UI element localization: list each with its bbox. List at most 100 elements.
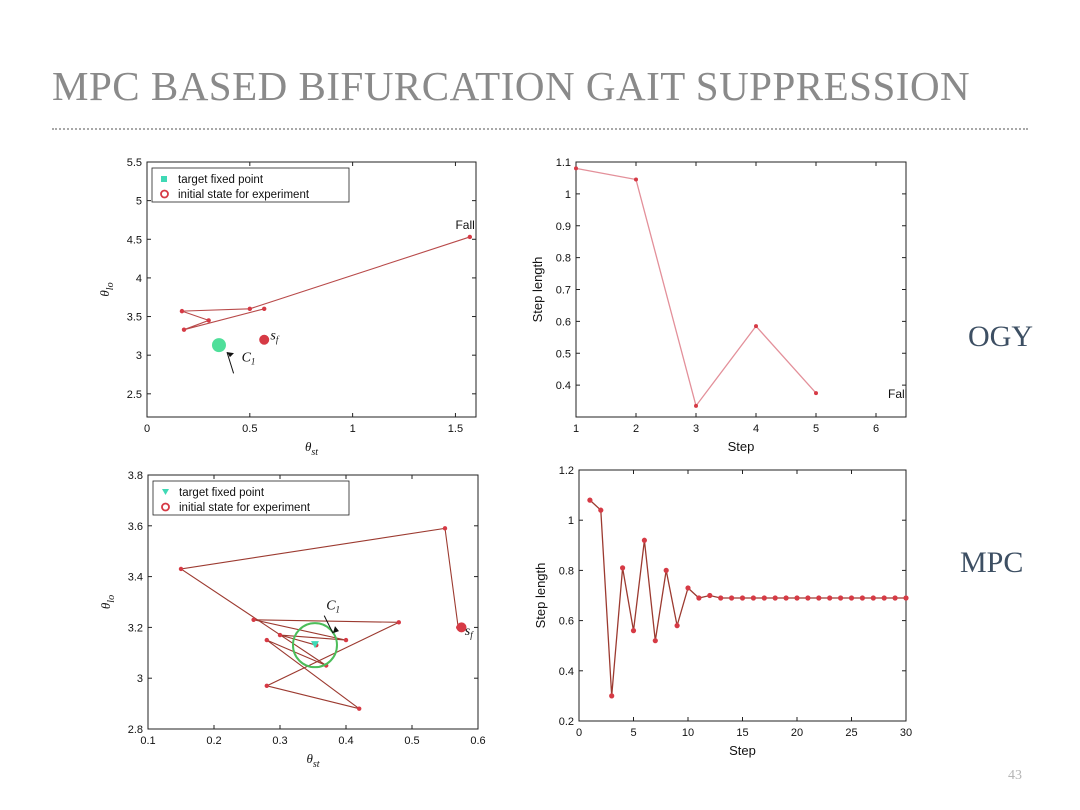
trajectory-point — [467, 234, 473, 240]
ogy-step-chart: 1 2 3 4 5 6 0.4 0.5 0.6 0.7 0.8 0.9 1 1.1 Step Step len… — [530, 157, 907, 454]
plot-frame — [146, 161, 477, 418]
legend-label-initial: initial state for experiment — [179, 502, 311, 514]
legend-target-marker — [161, 176, 167, 182]
c1-annotation: C1 — [326, 599, 340, 615]
trajectory-point — [442, 526, 448, 531]
x-tick-label: 15 — [736, 727, 748, 739]
title-divider — [52, 128, 1028, 130]
data-point — [641, 537, 648, 543]
x-tick-label: 0 — [576, 727, 582, 739]
data-point — [859, 595, 866, 601]
data-point — [870, 595, 876, 601]
target-region — [291, 622, 338, 669]
slide-title: MPC BASED BIFURCATION GAIT SUPPRESSION — [52, 63, 971, 109]
y-tick-label: 3.6 — [128, 521, 143, 533]
c1-arrowhead — [332, 626, 339, 634]
data-point — [630, 628, 637, 634]
mpc-state-chart: 0.1 0.2 0.3 0.4 0.5 0.6 2.8 3 3.2 3.4 3.6 3.8 θst θlo… — [98, 470, 486, 770]
y-tick-label: 0.6 — [559, 616, 574, 628]
x-tick-label: 6 — [873, 423, 879, 435]
x-tick-label: 0.4 — [338, 735, 353, 747]
legend-label-target: target fixed point — [178, 174, 264, 186]
data-point — [707, 592, 713, 599]
data-point — [838, 595, 844, 601]
data-point — [652, 638, 658, 644]
y-tick-label: 1.1 — [556, 157, 571, 169]
y-tick-label: 5.5 — [127, 157, 142, 169]
y-tick-label: 3.4 — [128, 572, 143, 584]
x-tick-label: 25 — [845, 727, 857, 739]
sf-annotation: sf — [270, 329, 279, 345]
y-tick-label: 3.5 — [127, 312, 142, 324]
trajectory-line — [179, 527, 459, 710]
y-tick-label: 4.5 — [127, 234, 142, 246]
trajectory-point — [181, 327, 187, 332]
trajectory-point — [264, 637, 269, 643]
x-tick-label: 0.3 — [272, 735, 287, 747]
y-tick-label: 0.9 — [556, 221, 571, 233]
x-tick-label: 0.2 — [206, 735, 221, 747]
y-tick-label: 0.5 — [556, 348, 571, 360]
page-number: 43 — [1008, 768, 1022, 783]
plot-frame — [575, 161, 907, 418]
data-point — [892, 595, 898, 601]
c1-annotation: C1 — [242, 350, 256, 366]
x-tick-label: 1 — [350, 423, 356, 435]
legend-target-marker — [162, 489, 169, 495]
trajectory-point — [396, 620, 401, 625]
legend-box — [152, 480, 350, 516]
legend-box — [151, 167, 350, 203]
x-tick-label: 3 — [693, 423, 699, 435]
data-point — [574, 166, 578, 171]
initial-state-point — [259, 334, 270, 345]
trajectory-point — [277, 632, 283, 638]
legend: target fixed point initial state for expe… — [151, 167, 350, 203]
x-axis-label: θst — [305, 439, 318, 458]
legend-initial-marker — [160, 189, 169, 199]
x-tick-label: 20 — [791, 727, 803, 739]
data-point — [816, 595, 822, 601]
data-point — [794, 595, 800, 601]
legend-label-initial: initial state for experiment — [178, 189, 310, 201]
data-point — [696, 595, 702, 601]
x-tick-label: 4 — [753, 423, 759, 435]
target-fixed-point — [310, 641, 319, 649]
c1-arrow — [323, 615, 334, 634]
data-point — [694, 403, 698, 408]
x-tick-label: 0.6 — [470, 735, 485, 747]
data-point — [827, 595, 833, 601]
y-tick-label: 1 — [565, 189, 571, 201]
mpc-step-chart: 0 5 10 15 20 25 30 0.2 0.4 0.6 0.8 1 1.2 Step Step len… — [533, 465, 912, 758]
y-axis-label: Step length — [533, 563, 548, 629]
y-tick-label: 3 — [136, 350, 142, 362]
y-tick-label: 0.7 — [556, 285, 571, 297]
trajectory-point — [357, 706, 362, 711]
x-tick-label: 0.1 — [140, 735, 155, 747]
y-axis-label: θlo — [98, 595, 117, 609]
x-tick-label: 0.5 — [242, 423, 257, 435]
trajectory-point — [264, 683, 269, 689]
y-tick-label: 2.8 — [128, 724, 143, 736]
trajectory-point — [343, 637, 349, 643]
trajectory-point — [178, 566, 184, 572]
mpc-label: MPC — [960, 546, 1024, 579]
c1-arrowhead — [226, 352, 234, 358]
y-tick-label: 0.6 — [556, 316, 571, 328]
x-tick-label: 1 — [573, 423, 579, 435]
data-point — [739, 595, 746, 601]
x-axis-label: Step — [728, 439, 755, 454]
data-point — [674, 623, 680, 629]
y-tick-label: 1 — [568, 515, 574, 527]
data-point — [805, 595, 811, 601]
trajectory-point — [179, 308, 185, 314]
data-point — [881, 595, 887, 601]
x-axis-label: Step — [729, 743, 756, 758]
x-tick-label: 10 — [682, 727, 694, 739]
y-tick-label: 0.8 — [559, 565, 574, 577]
x-tick-label: 2 — [633, 423, 639, 435]
data-point — [718, 595, 724, 601]
fall-annotation: Fall — [888, 387, 907, 401]
y-tick-label: 3 — [137, 673, 143, 685]
trajectory-point — [262, 306, 267, 312]
initial-state-point — [456, 622, 467, 633]
